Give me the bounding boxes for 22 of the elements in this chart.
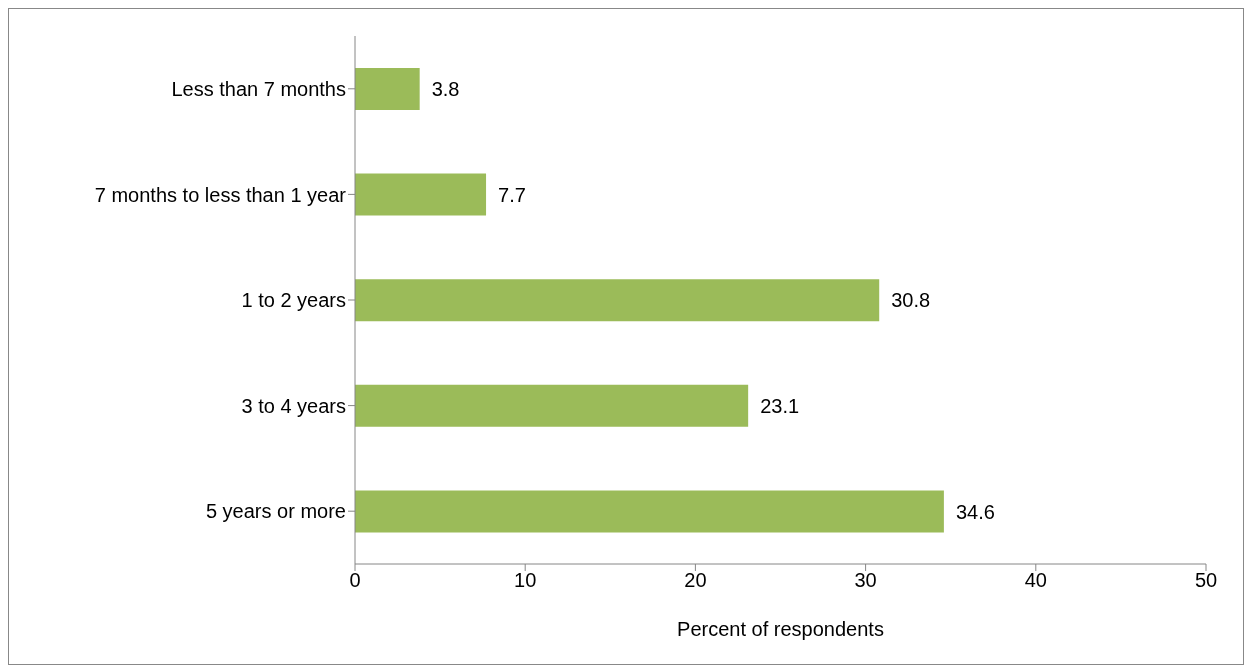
data-label: 23.1 [760,394,800,417]
bar [355,173,487,216]
x-tick-label: 30 [854,569,877,592]
y-tick-label: 1 to 2 years [241,289,346,312]
x-tick-label: 50 [1194,569,1218,592]
x-tick-label: 0 [349,569,361,592]
bar [355,384,749,427]
data-label: 34.6 [955,500,995,523]
bar [355,279,880,322]
y-tick-label: 3 to 4 years [241,394,346,417]
data-label: 7.7 [498,183,526,206]
x-tick-label: 10 [514,569,537,592]
bar [355,68,420,110]
data-label: 3.8 [431,78,460,101]
y-tick-label: 7 months to less than 1 year [94,183,347,206]
x-axis-title: Percent of respondents [677,618,884,640]
x-tick-label: 40 [1024,569,1047,592]
x-tick-label: 20 [684,569,707,592]
bar [355,490,944,533]
y-tick-label: 5 years or more [205,500,346,523]
y-tick-label: Less than 7 months [171,77,346,100]
data-label: 30.8 [891,289,931,312]
